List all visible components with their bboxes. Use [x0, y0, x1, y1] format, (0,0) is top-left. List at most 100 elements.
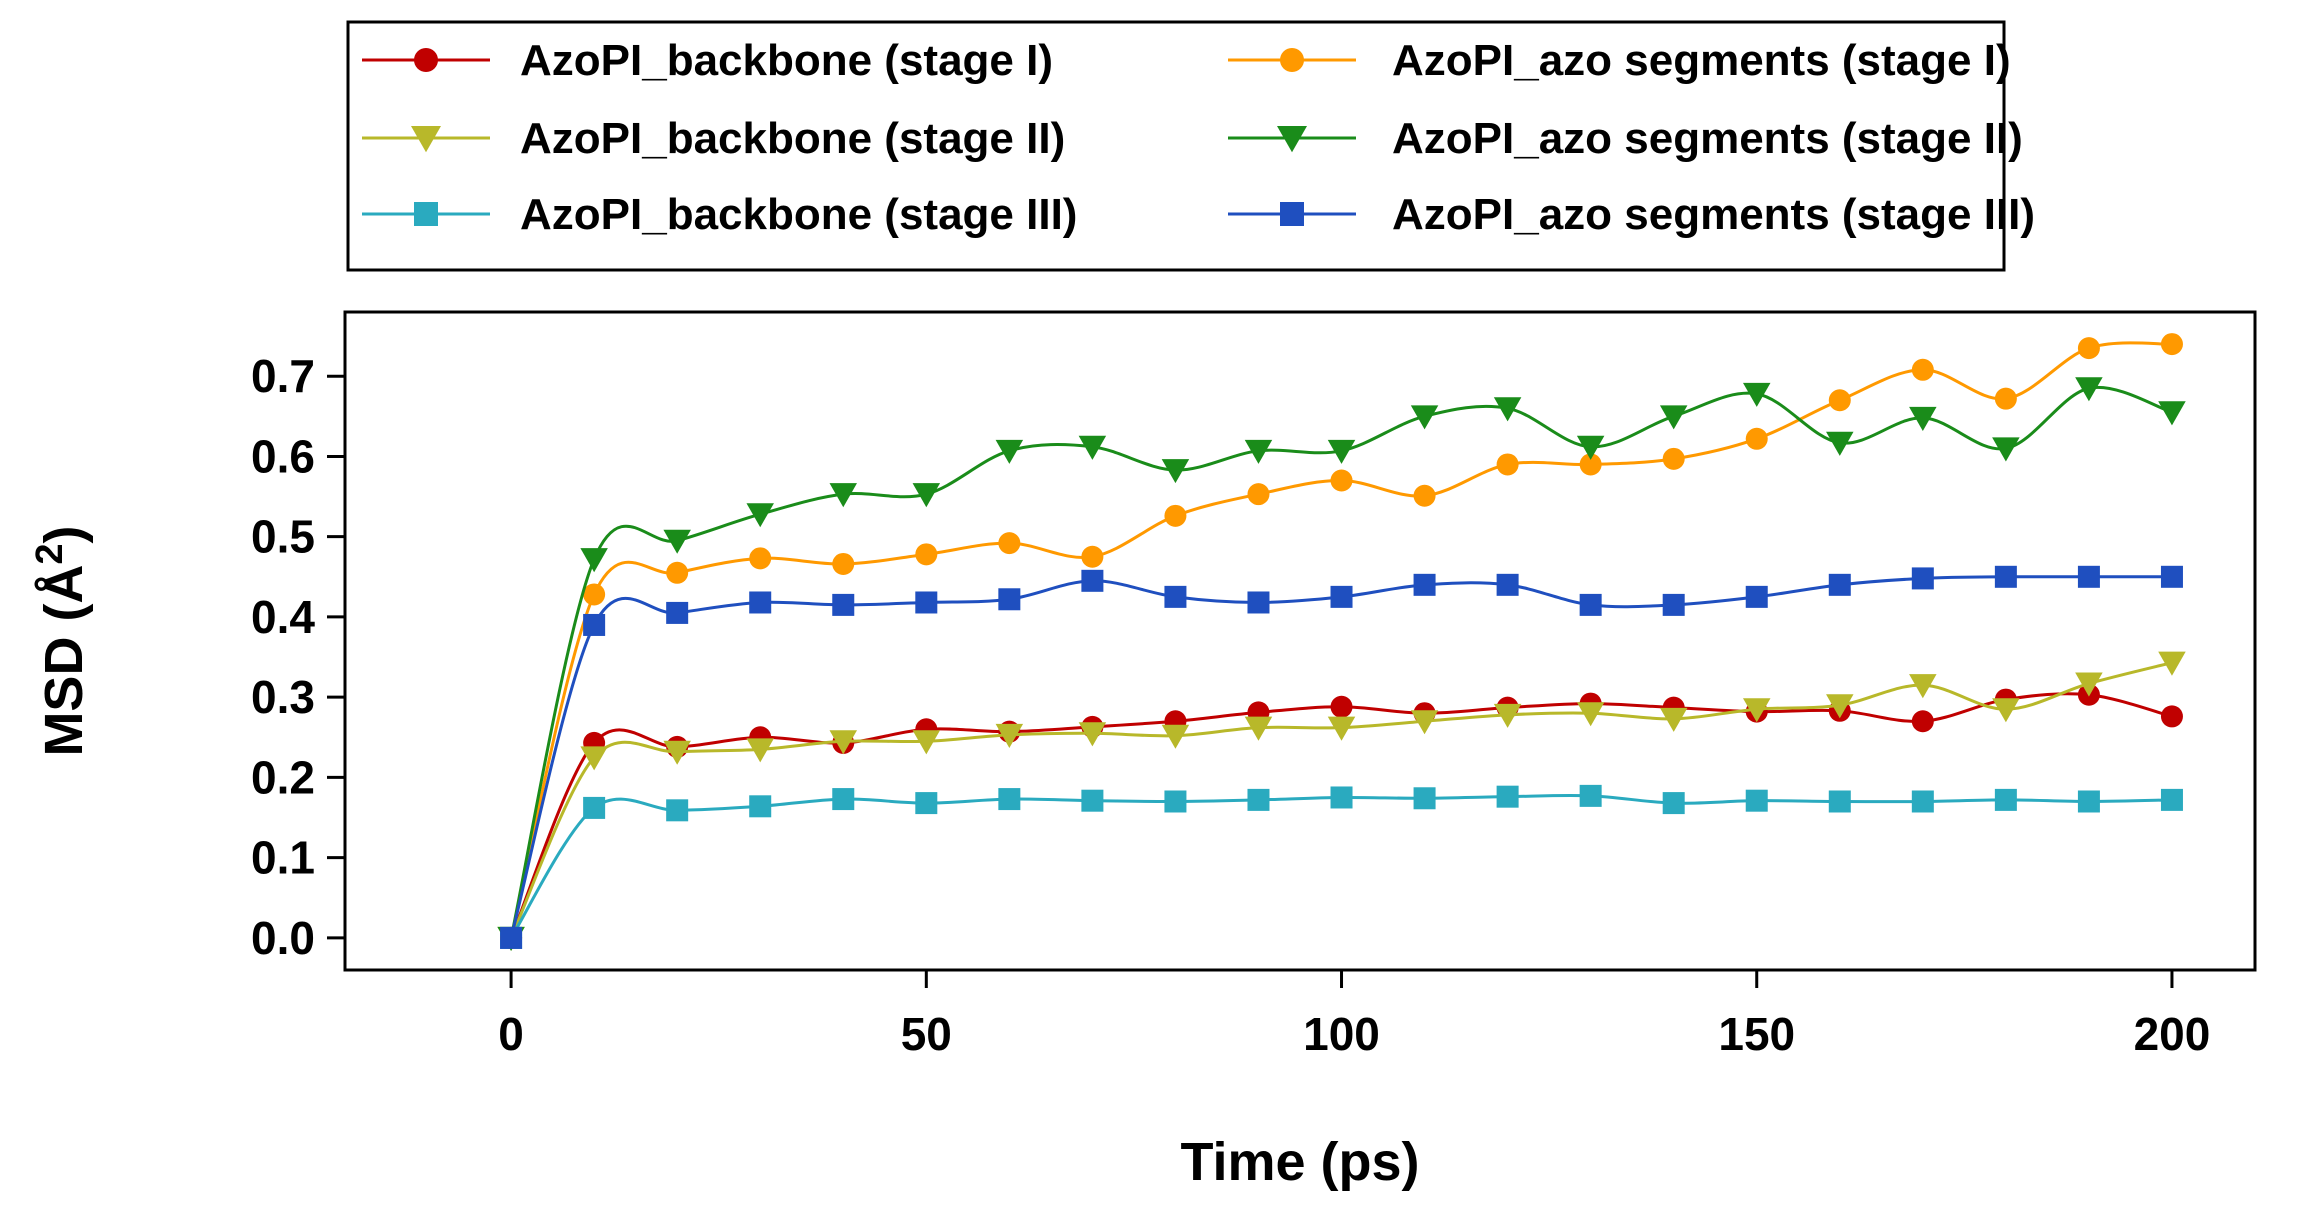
data-point: [1247, 483, 1270, 506]
data-point: [832, 552, 855, 575]
data-point: [1327, 716, 1356, 741]
data-point: [1161, 724, 1190, 749]
x-tick-label: 200: [2134, 1008, 2211, 1060]
y-tick-label: 0.6: [251, 430, 315, 482]
data-point: [2077, 790, 2100, 813]
data-point: [995, 439, 1024, 464]
data-point: [1410, 405, 1439, 430]
data-point: [1826, 694, 1854, 719]
legend-item: AzoPI_backbone (stage I): [362, 36, 1053, 85]
data-point: [1911, 567, 1934, 590]
data-point: [1493, 703, 1522, 728]
y-axis-title: MSD (Å2): [29, 525, 94, 756]
x-tick-label: 150: [1718, 1008, 1795, 1060]
data-point: [500, 926, 523, 949]
data-point: [829, 483, 858, 508]
data-point: [1161, 459, 1190, 484]
data-point: [1745, 585, 1768, 608]
data-point: [1410, 710, 1439, 735]
data-point: [2160, 705, 2183, 728]
data-point: [580, 548, 608, 573]
data-point: [829, 730, 858, 755]
series-2: [497, 651, 2186, 951]
legend-item: AzoPI_azo segments (stage III): [1228, 190, 2035, 239]
y-axis-title-superscript: 2: [29, 543, 71, 564]
data-point: [2160, 565, 2183, 588]
data-point: [1078, 722, 1107, 747]
data-point: [583, 796, 606, 819]
data-point: [998, 788, 1021, 811]
legend-item: AzoPI_azo segments (stage I): [1228, 36, 2011, 85]
data-point: [749, 547, 772, 570]
legend-swatch-marker: [1280, 202, 1304, 226]
data-point: [2075, 672, 2103, 697]
series-line: [509, 385, 2173, 939]
data-point: [1745, 427, 1768, 450]
data-point: [580, 746, 608, 771]
data-point: [1413, 573, 1436, 596]
data-point: [1911, 358, 1934, 381]
data-point: [1659, 707, 1688, 732]
data-point: [1164, 790, 1187, 813]
data-point: [1579, 453, 1602, 476]
data-point: [1745, 789, 1768, 812]
data-point: [1244, 716, 1273, 741]
data-point: [915, 543, 938, 566]
legend-label: AzoPI_backbone (stage I): [520, 36, 1053, 85]
y-tick-label: 0.7: [251, 350, 315, 402]
data-point: [666, 799, 689, 822]
y-tick-label: 0.1: [251, 832, 315, 884]
data-point: [832, 788, 855, 811]
data-point: [1662, 593, 1685, 616]
data-point: [1579, 784, 1602, 807]
data-point: [1826, 431, 1854, 456]
y-tick-label: 0.5: [251, 511, 315, 563]
legend-swatch-marker: [1280, 48, 1304, 72]
data-point: [1330, 469, 1353, 492]
data-point: [1659, 405, 1688, 430]
legend-label: AzoPI_azo segments (stage II): [1392, 114, 2023, 163]
y-tick-label: 0.2: [251, 751, 315, 803]
series-line: [509, 341, 2173, 939]
x-tick-label: 50: [901, 1008, 952, 1060]
data-point: [749, 591, 772, 614]
legend-swatch-marker: [1277, 126, 1307, 153]
series-6: [500, 565, 2183, 949]
legend-swatch-marker: [414, 48, 438, 72]
x-tick-label: 100: [1303, 1008, 1380, 1060]
data-point: [1828, 790, 1851, 813]
legend-label: AzoPI_azo segments (stage III): [1392, 190, 2035, 239]
plot-area: [343, 310, 2257, 972]
data-point: [1247, 788, 1270, 811]
data-point: [1330, 585, 1353, 608]
legend-label: AzoPI_backbone (stage II): [520, 114, 1065, 163]
data-point: [995, 723, 1024, 748]
data-point: [583, 583, 606, 606]
series-3: [500, 784, 2183, 949]
data-point: [1496, 453, 1519, 476]
data-point: [666, 601, 689, 624]
data-point: [2158, 401, 2186, 426]
data-point: [1909, 674, 1937, 699]
legend-swatch-marker: [414, 202, 438, 226]
data-point: [1164, 504, 1187, 527]
data-point: [2075, 377, 2103, 402]
x-axis-title: Time (ps): [1180, 1132, 1419, 1192]
data-point: [1911, 710, 1934, 733]
legend-item: AzoPI_backbone (stage III): [362, 190, 1077, 239]
data-point: [998, 588, 1021, 611]
series-5: [497, 377, 2186, 951]
data-point: [1413, 787, 1436, 810]
data-point: [912, 483, 941, 508]
data-point: [1662, 792, 1685, 815]
data-point: [832, 593, 855, 616]
data-point: [1579, 593, 1602, 616]
data-point: [746, 503, 774, 528]
series-layer: [497, 333, 2186, 951]
data-point: [1081, 545, 1104, 568]
y-tick-label: 0.4: [251, 591, 315, 643]
data-point: [1244, 439, 1273, 464]
data-point: [1496, 785, 1519, 808]
data-point: [1828, 389, 1851, 412]
data-point: [1576, 435, 1605, 460]
